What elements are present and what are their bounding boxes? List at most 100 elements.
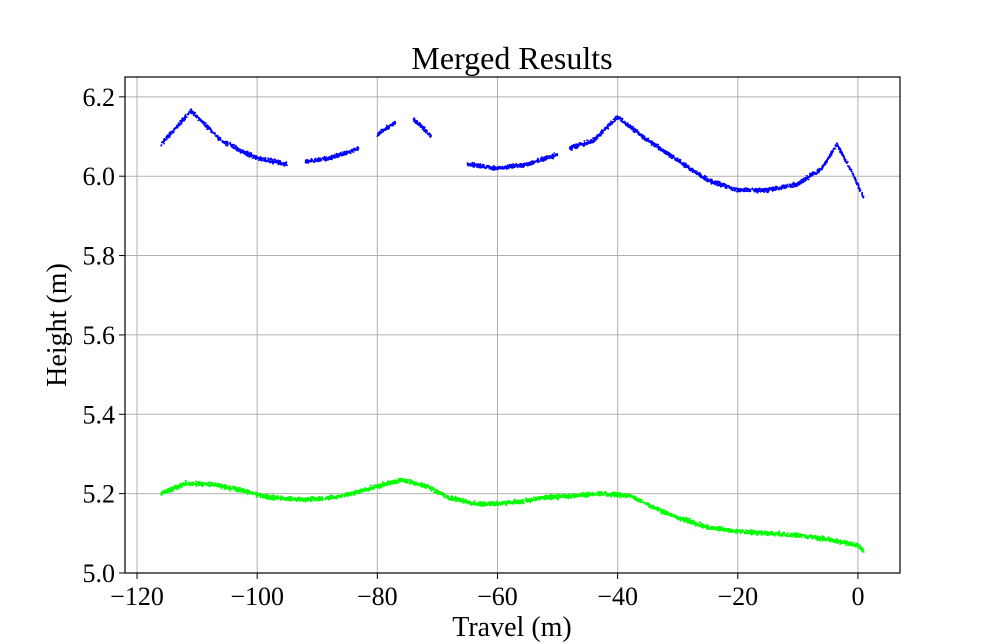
data-point bbox=[244, 151, 247, 154]
data-point bbox=[252, 492, 255, 495]
data-point bbox=[853, 176, 856, 179]
data-point bbox=[361, 489, 364, 491]
data-point bbox=[288, 498, 291, 500]
data-point bbox=[342, 153, 345, 156]
data-point bbox=[181, 118, 183, 121]
data-point bbox=[254, 157, 257, 160]
data-point bbox=[482, 163, 485, 166]
data-point bbox=[653, 144, 656, 147]
data-point bbox=[507, 502, 510, 504]
data-point bbox=[208, 126, 211, 129]
data-point bbox=[581, 143, 584, 145]
data-point bbox=[625, 494, 628, 497]
data-point bbox=[647, 137, 650, 140]
data-point bbox=[519, 163, 522, 165]
data-point bbox=[274, 159, 277, 161]
data-point bbox=[856, 183, 858, 186]
data-point bbox=[299, 498, 301, 501]
data-point bbox=[502, 166, 504, 168]
data-point bbox=[494, 168, 497, 171]
data-point bbox=[821, 166, 823, 169]
data-point bbox=[826, 157, 829, 160]
data-point bbox=[355, 491, 357, 494]
data-point bbox=[288, 495, 291, 498]
data-point bbox=[261, 157, 264, 160]
data-point bbox=[346, 151, 349, 154]
data-point bbox=[841, 152, 843, 155]
data-point bbox=[386, 126, 389, 128]
data-point bbox=[633, 131, 636, 134]
data-point bbox=[830, 154, 833, 157]
data-point bbox=[163, 491, 166, 493]
data-point bbox=[784, 187, 786, 190]
data-point bbox=[269, 161, 272, 164]
data-point bbox=[170, 486, 172, 489]
data-point bbox=[399, 477, 402, 480]
data-point bbox=[698, 172, 701, 174]
data-point bbox=[414, 119, 417, 122]
data-point bbox=[541, 159, 543, 162]
data-point bbox=[550, 498, 553, 501]
data-point bbox=[172, 486, 175, 488]
data-point bbox=[843, 156, 846, 158]
data-point bbox=[310, 498, 313, 501]
data-point bbox=[367, 490, 370, 492]
data-point bbox=[677, 160, 680, 163]
data-point bbox=[208, 481, 211, 484]
data-point bbox=[490, 167, 492, 170]
data-point bbox=[666, 151, 669, 153]
data-point bbox=[204, 125, 207, 128]
data-point bbox=[573, 146, 575, 149]
data-point bbox=[195, 115, 198, 117]
series-0 bbox=[160, 108, 865, 199]
data-point bbox=[382, 483, 384, 486]
data-point bbox=[473, 164, 476, 167]
data-point bbox=[321, 157, 324, 159]
data-point bbox=[672, 154, 675, 157]
data-point bbox=[306, 499, 308, 501]
data-point bbox=[326, 496, 329, 498]
data-point bbox=[160, 144, 163, 147]
data-point bbox=[505, 503, 508, 505]
data-point bbox=[174, 126, 177, 129]
chart-title: Merged Results bbox=[411, 40, 612, 76]
data-point bbox=[466, 162, 469, 164]
data-point bbox=[397, 477, 400, 480]
data-point bbox=[202, 482, 205, 485]
data-point bbox=[270, 157, 272, 160]
data-point bbox=[178, 123, 181, 126]
data-point bbox=[210, 484, 213, 487]
data-point bbox=[186, 113, 189, 115]
data-point bbox=[207, 125, 210, 127]
data-point bbox=[565, 496, 568, 499]
data-point bbox=[373, 484, 375, 487]
data-point bbox=[534, 160, 537, 163]
data-point bbox=[451, 497, 454, 499]
data-point bbox=[249, 493, 252, 495]
data-point bbox=[166, 488, 169, 490]
data-point bbox=[779, 186, 782, 189]
data-point bbox=[429, 136, 432, 138]
data-point bbox=[560, 496, 563, 498]
data-point bbox=[554, 496, 557, 499]
data-point bbox=[167, 491, 169, 494]
data-point bbox=[609, 124, 612, 126]
data-point bbox=[659, 149, 662, 152]
data-point bbox=[404, 480, 407, 483]
data-point bbox=[848, 166, 851, 169]
data-point bbox=[724, 186, 727, 188]
data-point bbox=[572, 143, 575, 146]
data-point bbox=[172, 131, 175, 134]
data-point bbox=[522, 502, 524, 504]
data-point bbox=[310, 159, 313, 162]
data-point bbox=[176, 126, 179, 129]
data-point bbox=[464, 501, 466, 503]
data-point bbox=[241, 488, 244, 491]
data-point bbox=[226, 145, 229, 147]
data-point bbox=[425, 131, 427, 134]
data-point bbox=[423, 128, 426, 131]
data-point bbox=[607, 127, 610, 130]
data-point bbox=[260, 159, 262, 161]
data-point bbox=[258, 159, 260, 161]
data-point bbox=[586, 492, 588, 495]
